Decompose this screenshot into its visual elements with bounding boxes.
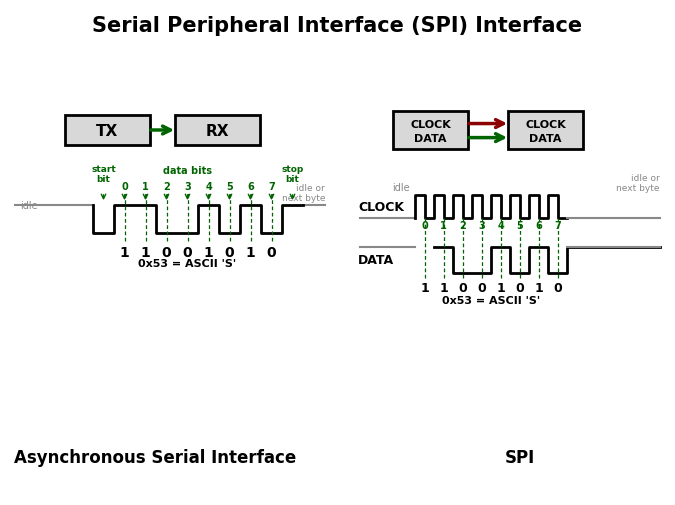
Text: 0: 0 <box>121 182 128 191</box>
Text: 1: 1 <box>142 182 149 191</box>
Text: 2: 2 <box>459 221 466 231</box>
Text: 1: 1 <box>420 281 429 294</box>
Text: idle or
next byte: idle or next byte <box>616 173 660 192</box>
Bar <box>175 116 260 146</box>
Text: DATA: DATA <box>529 133 562 143</box>
Text: Asynchronous Serial Interface: Asynchronous Serial Interface <box>14 448 296 466</box>
Text: data bits: data bits <box>163 166 212 176</box>
Text: 7: 7 <box>554 221 561 231</box>
Text: 3: 3 <box>478 221 485 231</box>
Text: 1: 1 <box>534 281 543 294</box>
Text: idle: idle <box>392 183 410 192</box>
Text: 0x53 = ASCII 'S': 0x53 = ASCII 'S' <box>442 295 540 306</box>
Text: 3: 3 <box>184 182 191 191</box>
Text: 4: 4 <box>497 221 504 231</box>
Text: DATA: DATA <box>358 254 394 267</box>
Text: TX: TX <box>97 123 119 138</box>
Text: 0: 0 <box>553 281 562 294</box>
Text: 0: 0 <box>267 245 276 260</box>
Text: 5: 5 <box>226 182 233 191</box>
Text: start
bit: start bit <box>91 164 116 184</box>
Text: CLOCK: CLOCK <box>358 200 404 214</box>
Text: 7: 7 <box>268 182 275 191</box>
Text: 6: 6 <box>247 182 254 191</box>
Text: 1: 1 <box>246 245 255 260</box>
Text: 0: 0 <box>477 281 486 294</box>
Text: 1: 1 <box>140 245 151 260</box>
Text: 2: 2 <box>163 182 170 191</box>
Text: CLOCK: CLOCK <box>525 119 566 129</box>
Bar <box>393 112 468 149</box>
Text: 5: 5 <box>516 221 523 231</box>
Text: SPI: SPI <box>505 448 535 466</box>
Text: 1: 1 <box>440 221 447 231</box>
Text: stop
bit: stop bit <box>281 164 304 184</box>
Text: 1: 1 <box>119 245 130 260</box>
Text: 0: 0 <box>225 245 234 260</box>
Text: 0: 0 <box>162 245 171 260</box>
Text: idle: idle <box>20 200 38 211</box>
Text: 1: 1 <box>496 281 505 294</box>
Text: 1: 1 <box>204 245 213 260</box>
Bar <box>508 112 583 149</box>
Text: 4: 4 <box>205 182 212 191</box>
Text: 1: 1 <box>439 281 448 294</box>
Text: Serial Peripheral Interface (SPI) Interface: Serial Peripheral Interface (SPI) Interf… <box>92 16 582 36</box>
Text: 0: 0 <box>421 221 428 231</box>
Text: RX: RX <box>206 123 230 138</box>
Text: DATA: DATA <box>414 133 447 143</box>
Text: idle or
next byte: idle or next byte <box>281 183 325 203</box>
Text: 0: 0 <box>458 281 467 294</box>
Text: CLOCK: CLOCK <box>410 119 451 129</box>
Bar <box>65 116 150 146</box>
Text: 0x53 = ASCII 'S': 0x53 = ASCII 'S' <box>138 259 236 269</box>
Text: 0: 0 <box>183 245 192 260</box>
Text: 0: 0 <box>515 281 524 294</box>
Text: 6: 6 <box>535 221 542 231</box>
